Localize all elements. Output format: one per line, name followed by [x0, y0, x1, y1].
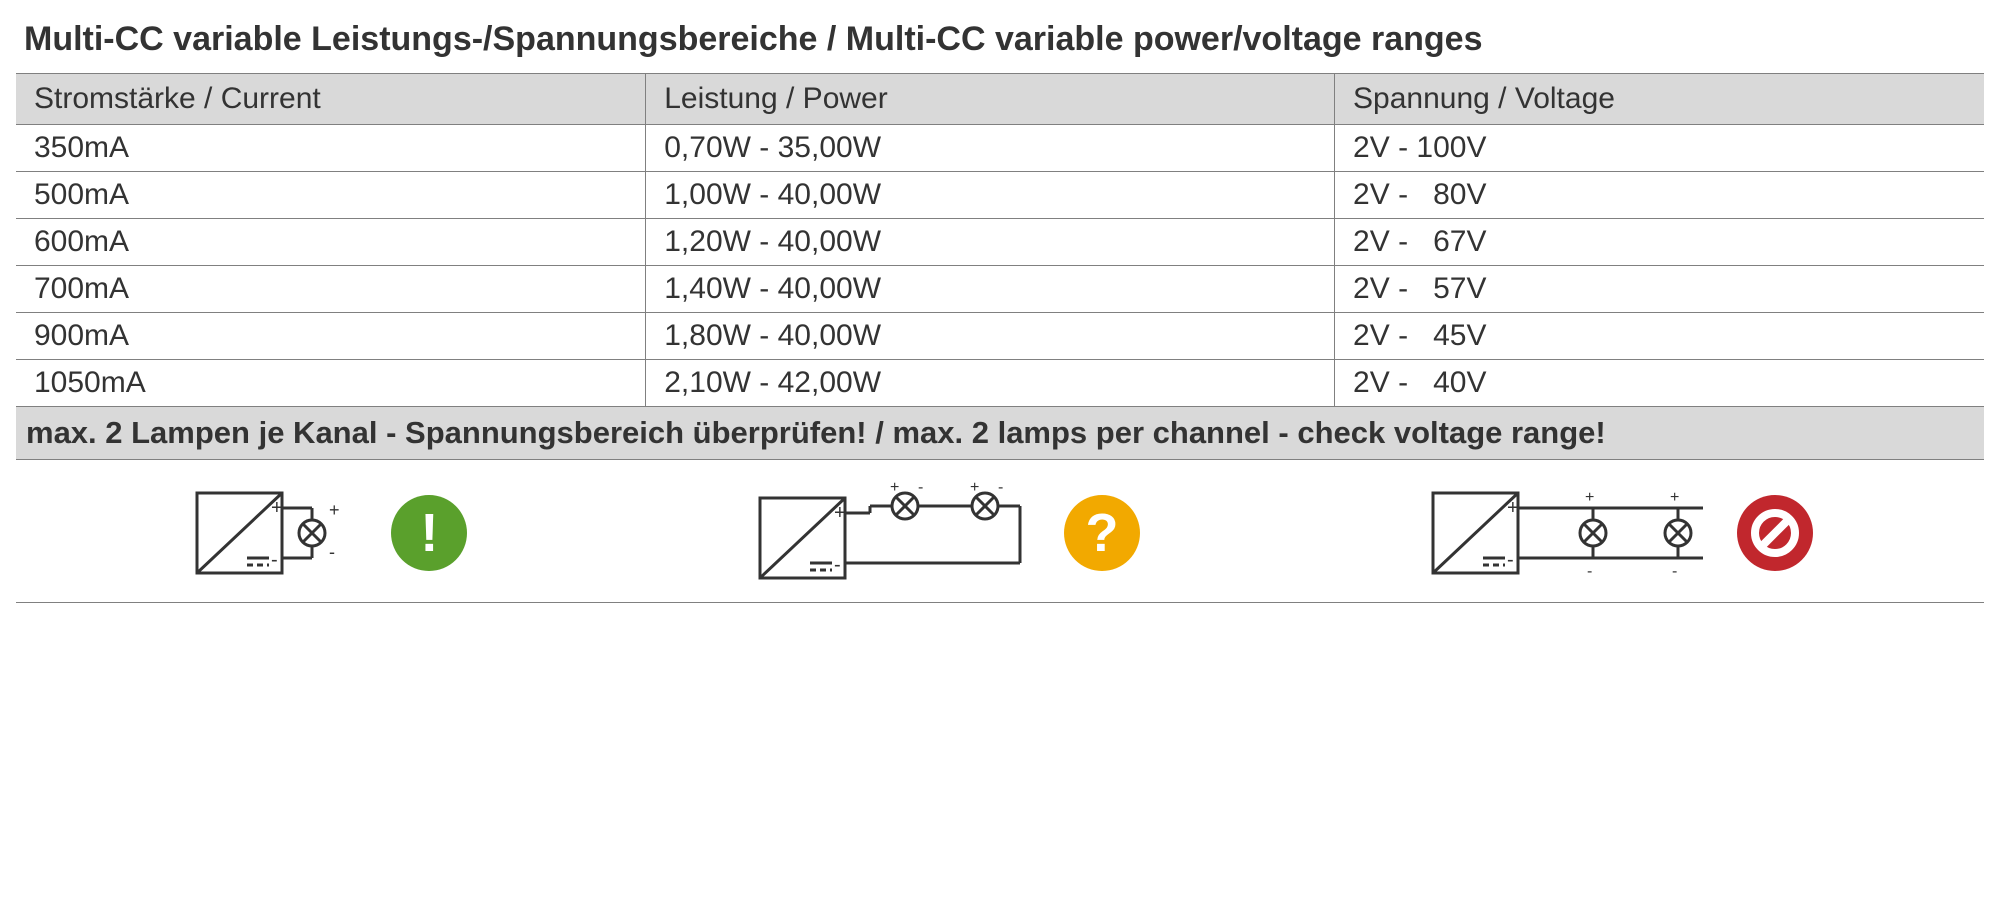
diagram-bad: + - +	[1423, 478, 1813, 588]
page-title: Multi-CC variable Leistungs-/Spannungsbe…	[16, 20, 1984, 73]
col-header-voltage: Spannung / Voltage	[1335, 74, 1984, 125]
cell-voltage: 2V - 100V	[1335, 125, 1984, 172]
svg-text:-: -	[1672, 563, 1677, 580]
cell-current: 350mA	[16, 125, 646, 172]
wiring-bad-icon: + - +	[1423, 478, 1723, 588]
svg-text:-: -	[918, 479, 923, 496]
svg-text:+: +	[1670, 489, 1679, 506]
svg-text:+: +	[1585, 489, 1594, 506]
cell-voltage: 2V - 57V	[1335, 266, 1984, 313]
table-row: 700mA 1,40W - 40,00W 2V - 57V	[16, 266, 1984, 313]
svg-text:-: -	[1587, 563, 1592, 580]
cell-power: 0,70W - 35,00W	[646, 125, 1335, 172]
svg-text:-: -	[329, 542, 335, 562]
wiring-warn-icon: + - + -	[750, 478, 1050, 588]
cell-power: 1,80W - 40,00W	[646, 313, 1335, 360]
cell-voltage: 2V - 40V	[1335, 360, 1984, 407]
wiring-ok-icon: + - +	[187, 478, 377, 588]
table-row: 500mA 1,00W - 40,00W 2V - 80V	[16, 172, 1984, 219]
cell-voltage: 2V - 80V	[1335, 172, 1984, 219]
table-row: 1050mA 2,10W - 42,00W 2V - 40V	[16, 360, 1984, 407]
cell-power: 1,40W - 40,00W	[646, 266, 1335, 313]
cell-current: 900mA	[16, 313, 646, 360]
svg-text:-: -	[1507, 549, 1514, 571]
diagram-warn: + - + -	[750, 478, 1140, 588]
table-row: 900mA 1,80W - 40,00W 2V - 45V	[16, 313, 1984, 360]
cell-power: 1,00W - 40,00W	[646, 172, 1335, 219]
cell-current: 600mA	[16, 219, 646, 266]
svg-text:+: +	[329, 500, 340, 520]
diagram-ok: + - +	[187, 478, 467, 588]
status-ok-glyph: !	[420, 506, 438, 560]
cell-current: 1050mA	[16, 360, 646, 407]
prohibited-icon	[1747, 505, 1803, 561]
cell-power: 2,10W - 42,00W	[646, 360, 1335, 407]
diagrams-row: + - +	[16, 460, 1984, 603]
svg-text:+: +	[834, 502, 846, 524]
svg-text:+: +	[1507, 497, 1519, 519]
svg-text:-: -	[998, 479, 1003, 496]
status-warn-glyph: ?	[1085, 506, 1118, 560]
note-bar: max. 2 Lampen je Kanal - Spannungsbereic…	[16, 407, 1984, 460]
spec-table: Stromstärke / Current Leistung / Power S…	[16, 73, 1984, 407]
table-row: 350mA 0,70W - 35,00W 2V - 100V	[16, 125, 1984, 172]
status-warn-icon: ?	[1064, 495, 1140, 571]
col-header-current: Stromstärke / Current	[16, 74, 646, 125]
table-header-row: Stromstärke / Current Leistung / Power S…	[16, 74, 1984, 125]
cell-power: 1,20W - 40,00W	[646, 219, 1335, 266]
svg-text:-: -	[271, 549, 278, 571]
table-row: 600mA 1,20W - 40,00W 2V - 67V	[16, 219, 1984, 266]
cell-voltage: 2V - 67V	[1335, 219, 1984, 266]
status-ok-icon: !	[391, 495, 467, 571]
cell-voltage: 2V - 45V	[1335, 313, 1984, 360]
svg-text:+: +	[970, 479, 979, 496]
svg-text:-: -	[834, 554, 841, 576]
svg-text:+: +	[890, 479, 899, 496]
cell-current: 700mA	[16, 266, 646, 313]
col-header-power: Leistung / Power	[646, 74, 1335, 125]
cell-current: 500mA	[16, 172, 646, 219]
status-bad-icon	[1737, 495, 1813, 571]
svg-text:+: +	[271, 497, 283, 519]
